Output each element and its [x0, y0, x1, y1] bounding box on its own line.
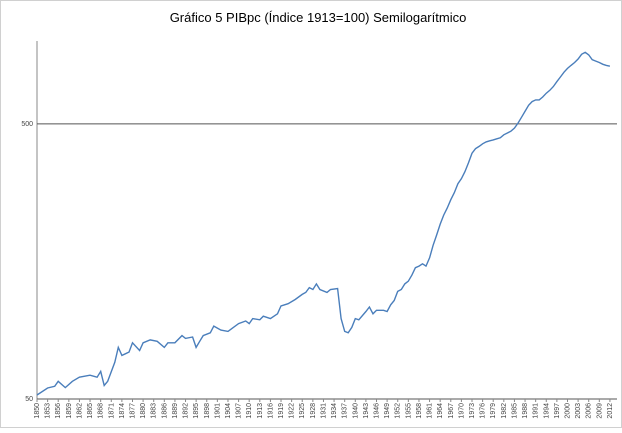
y-tick-label: 500 — [21, 121, 33, 128]
x-tick-label: 1949 — [384, 403, 391, 419]
x-tick-label: 1907 — [236, 403, 243, 419]
x-tick-label: 1961 — [427, 403, 434, 419]
x-tick-label: 1985 — [511, 403, 518, 419]
x-tick-label: 1946 — [374, 403, 381, 419]
x-tick-label: 1940 — [352, 403, 359, 419]
x-tick-label: 1910 — [246, 403, 253, 419]
x-tick-label: 1913 — [257, 403, 264, 419]
x-tick-label: 1898 — [204, 403, 211, 419]
x-tick-label: 1964 — [437, 403, 444, 419]
x-tick-label: 1859 — [66, 403, 73, 419]
x-tick-label: 1883 — [151, 403, 158, 419]
x-tick-label: 1868 — [98, 403, 105, 419]
x-tick-label: 1928 — [310, 403, 317, 419]
x-tick-label: 1880 — [140, 403, 147, 419]
x-tick-label: 1904 — [225, 403, 232, 419]
x-tick-label: 1979 — [490, 403, 497, 419]
x-tick-label: 1931 — [320, 403, 327, 419]
x-tick-label: 2012 — [607, 403, 614, 419]
x-tick-label: 1919 — [278, 403, 285, 419]
x-tick-label: 1934 — [331, 403, 338, 419]
x-tick-label: 1895 — [193, 403, 200, 419]
x-tick-label: 1865 — [87, 403, 94, 419]
x-tick-label: 1970 — [458, 403, 465, 419]
x-tick-label: 1991 — [533, 403, 540, 419]
x-tick-label: 1862 — [76, 403, 83, 419]
x-tick-label: 1901 — [214, 403, 221, 419]
x-tick-label: 2000 — [564, 403, 571, 419]
y-tick-label: 50 — [25, 396, 33, 403]
x-tick-label: 2009 — [596, 403, 603, 419]
x-tick-label: 1886 — [161, 403, 168, 419]
x-tick-label: 1889 — [172, 403, 179, 419]
x-tick-label: 1997 — [554, 403, 561, 419]
x-tick-label: 2006 — [586, 403, 593, 419]
x-tick-label: 1850 — [34, 403, 41, 419]
x-tick-label: 1925 — [299, 403, 306, 419]
x-tick-label: 1988 — [522, 403, 529, 419]
x-tick-label: 1892 — [183, 403, 190, 419]
x-tick-label: 1973 — [469, 403, 476, 419]
x-tick-label: 2003 — [575, 403, 582, 419]
chart-title: Gráfico 5 PIBpc (Índice 1913=100) Semilo… — [170, 10, 467, 25]
x-tick-label: 1967 — [448, 403, 455, 419]
x-tick-label: 1916 — [267, 403, 274, 419]
x-tick-label: 1877 — [129, 403, 136, 419]
x-tick-label: 1958 — [416, 403, 423, 419]
x-tick-label: 1937 — [342, 403, 349, 419]
x-tick-label: 1976 — [480, 403, 487, 419]
x-tick-label: 1874 — [119, 403, 126, 419]
line-series — [36, 51, 611, 396]
x-tick-label: 1943 — [363, 403, 370, 419]
x-tick-label: 1856 — [55, 403, 62, 419]
x-tick-label: 1955 — [405, 403, 412, 419]
x-tick-label: 1982 — [501, 403, 508, 419]
x-tick-label: 1871 — [108, 403, 115, 419]
x-tick-label: 1952 — [395, 403, 402, 419]
x-tick-label: 1922 — [289, 403, 296, 419]
x-tick-label: 1853 — [45, 403, 52, 419]
x-tick-label: 1994 — [543, 403, 550, 419]
